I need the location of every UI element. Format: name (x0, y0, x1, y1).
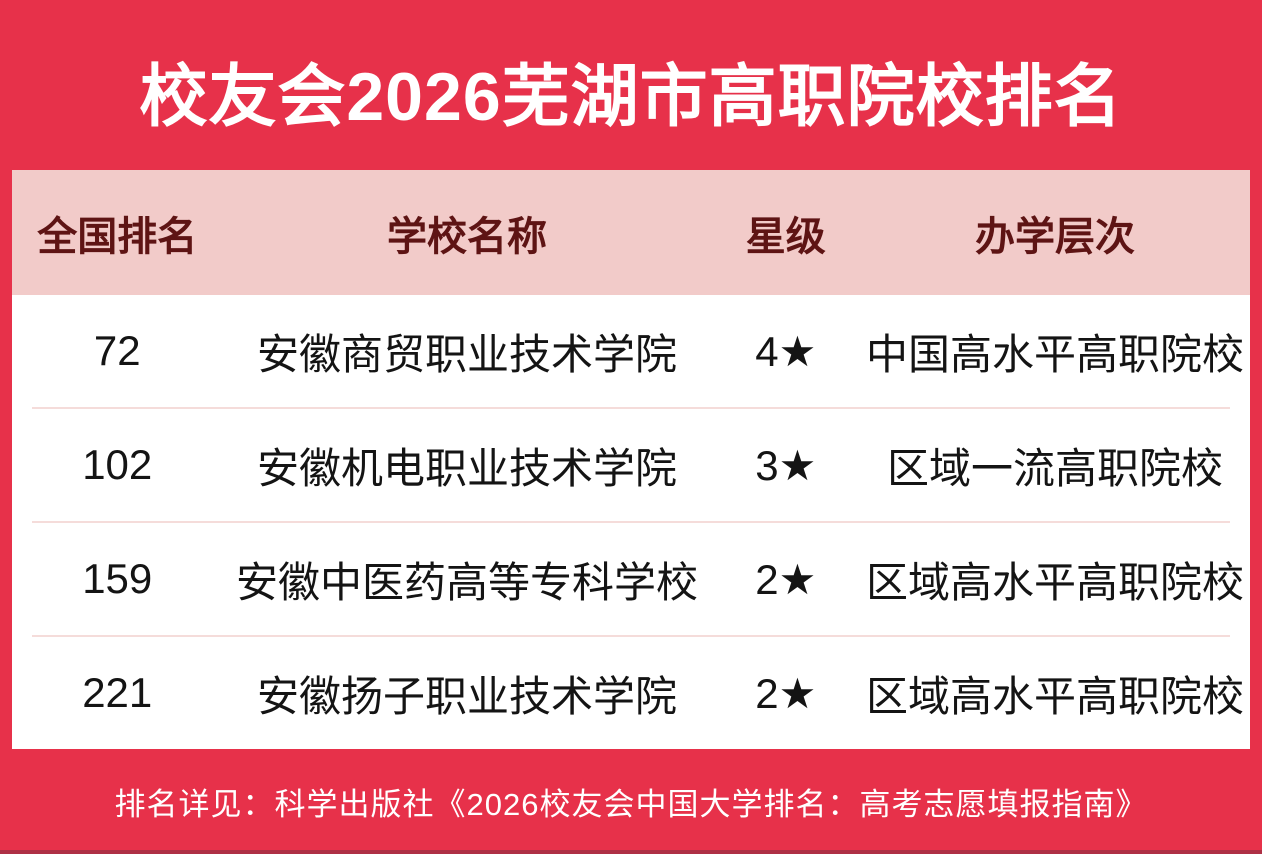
column-header-school-level: 办学层次 (974, 214, 1135, 259)
poster-title-bar: 校友会2026芜湖市高职院校排名 (0, 0, 1262, 170)
school-level: 中国高水平高职院校 (865, 330, 1244, 378)
row-divider (32, 635, 1230, 637)
ranking-table: 全国排名 学校名称 星级 办学层次 72 安徽商贸职业技术学院 4★ 中国高水平… (12, 170, 1250, 749)
school-level: 区域一流高职院校 (886, 444, 1223, 492)
column-header-school-name: 学校名称 (386, 214, 547, 259)
school-name: 安徽扬子职业技术学院 (256, 672, 677, 720)
table-row: 72 安徽商贸职业技术学院 4★ 中国高水平高职院校 (12, 295, 1250, 407)
school-name: 安徽机电职业技术学院 (256, 444, 677, 492)
column-header-national-rank: 全国排名 (37, 214, 198, 259)
page-title: 校友会2026芜湖市高职院校排名 (139, 58, 1123, 135)
rank-value: 159 (82, 555, 153, 602)
star-rating: 3★ (755, 441, 817, 489)
rank-value: 102 (82, 441, 153, 488)
school-level: 区域高水平高职院校 (865, 672, 1244, 720)
footnote-text: 排名详见：科学出版社《2026校友会中国大学排名：高考志愿填报指南》 (114, 787, 1148, 822)
school-name: 安徽中医药高等专科学校 (235, 558, 698, 606)
table-row: 221 安徽扬子职业技术学院 2★ 区域高水平高职院校 (12, 637, 1250, 749)
table-row: 102 安徽机电职业技术学院 3★ 区域一流高职院校 (12, 409, 1250, 521)
star-rating: 2★ (755, 555, 817, 603)
table-body: 72 安徽商贸职业技术学院 4★ 中国高水平高职院校 102 安徽机电职业技术学… (12, 295, 1250, 749)
row-divider (32, 407, 1230, 409)
school-name: 安徽商贸职业技术学院 (256, 330, 677, 378)
rank-value: 72 (93, 327, 141, 374)
row-divider (32, 521, 1230, 523)
table-header-row: 全国排名 学校名称 星级 办学层次 (12, 170, 1250, 295)
school-level: 区域高水平高职院校 (865, 558, 1244, 606)
star-rating: 2★ (755, 669, 817, 717)
bottom-edge-strip (0, 850, 1262, 854)
table-row: 159 安徽中医药高等专科学校 2★ 区域高水平高职院校 (12, 523, 1250, 635)
star-rating: 4★ (755, 327, 817, 375)
rank-value: 221 (82, 669, 153, 716)
column-header-star-rating: 星级 (745, 214, 826, 259)
poster-footer-bar: 排名详见：科学出版社《2026校友会中国大学排名：高考志愿填报指南》 (0, 749, 1262, 854)
